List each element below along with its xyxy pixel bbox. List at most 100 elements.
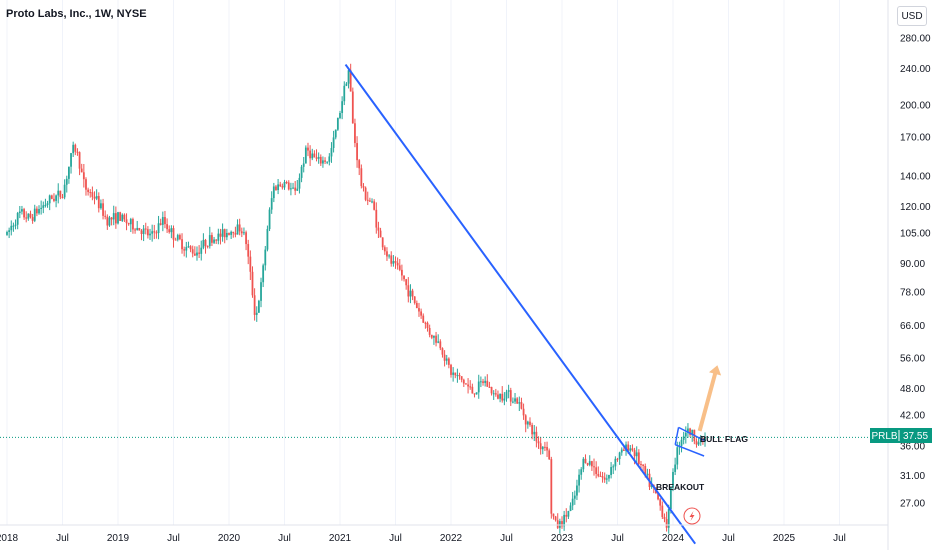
candle <box>452 367 455 382</box>
candle <box>294 181 297 196</box>
candle <box>14 219 17 230</box>
candle <box>230 230 233 239</box>
y-tick-label: 66.00 <box>900 321 925 332</box>
candle <box>202 233 205 250</box>
candle <box>102 198 104 220</box>
candle <box>249 250 252 281</box>
candle <box>477 374 480 399</box>
candle <box>80 163 83 173</box>
candle <box>612 464 615 475</box>
y-tick-label: 240.00 <box>900 64 931 75</box>
candle <box>454 372 457 379</box>
candle <box>138 227 141 231</box>
candle <box>200 240 203 261</box>
candle <box>319 154 322 166</box>
candle <box>183 246 186 257</box>
candle <box>65 175 68 193</box>
y-tick-label: 78.00 <box>900 288 925 299</box>
x-tick-label: 2018 <box>0 533 19 544</box>
currency-button[interactable]: USD <box>897 6 927 26</box>
candle <box>605 474 608 485</box>
candle <box>509 387 512 406</box>
candle <box>53 193 55 203</box>
flag-lower-line <box>674 444 705 457</box>
candle <box>526 420 529 429</box>
candle <box>18 206 21 219</box>
candle <box>35 206 38 217</box>
projection-arrow <box>697 365 722 432</box>
candle <box>682 431 685 445</box>
x-tick-label: Jul <box>56 533 69 544</box>
candle <box>232 231 235 238</box>
x-tick-label: Jul <box>389 533 402 544</box>
x-tick-label: Jul <box>278 533 291 544</box>
candle <box>46 200 49 208</box>
candle <box>535 426 538 448</box>
candle <box>23 207 25 220</box>
candle <box>245 230 247 251</box>
candle <box>371 198 373 204</box>
candle <box>285 180 288 185</box>
candle <box>95 189 98 201</box>
y-tick-label: 27.00 <box>900 499 925 510</box>
price-tag-symbol-bg <box>870 428 899 443</box>
candle <box>228 232 230 236</box>
candle <box>127 222 130 226</box>
candle <box>300 164 303 183</box>
candle <box>12 222 15 232</box>
candle <box>112 205 115 226</box>
candle <box>91 186 94 201</box>
lightning-icon[interactable] <box>683 507 701 525</box>
candle <box>403 275 405 282</box>
candle <box>364 186 367 202</box>
candle <box>33 204 36 223</box>
candle <box>217 228 220 245</box>
y-tick-label: 170.00 <box>900 133 931 144</box>
candle <box>29 210 32 219</box>
candle <box>208 226 211 249</box>
candle <box>473 393 476 398</box>
candle <box>132 217 134 234</box>
bull-flag-label: BULL FLAG <box>700 434 748 444</box>
candle <box>172 225 175 248</box>
candle <box>518 396 521 412</box>
price-axis[interactable]: 280.00 240.00 200.00 170.00 140.00 120.00 105.… <box>887 0 931 550</box>
candle <box>307 142 309 157</box>
candle <box>351 87 354 124</box>
candle <box>238 218 241 236</box>
candle <box>349 63 352 92</box>
candle <box>588 455 591 467</box>
candle <box>240 227 243 238</box>
candle <box>465 382 467 385</box>
candle <box>426 321 429 332</box>
candle <box>170 225 173 239</box>
candle <box>100 199 102 210</box>
candle <box>164 210 166 229</box>
x-tick-label: Jul <box>722 533 735 544</box>
candle <box>608 474 610 482</box>
candle <box>469 380 472 390</box>
candle <box>497 390 499 400</box>
time-axis[interactable]: 2018 Jul 2019 Jul 2020 Jul 2021 Jul 2022 Jul 2023 J… <box>0 524 888 544</box>
candle <box>93 191 96 205</box>
candle <box>198 245 201 259</box>
y-tick-label: 36.00 <box>900 441 925 452</box>
candle <box>580 467 583 480</box>
candle <box>499 393 501 403</box>
candle <box>558 518 561 534</box>
candle <box>377 221 380 238</box>
x-tick-label: 2020 <box>218 533 241 544</box>
y-tick-label: 120.00 <box>900 202 931 213</box>
candle <box>614 456 617 471</box>
candle <box>443 350 446 367</box>
candle <box>462 378 465 387</box>
candle <box>492 390 495 400</box>
candle <box>569 502 572 512</box>
candle <box>420 308 423 319</box>
drawings <box>0 63 888 545</box>
candle <box>55 194 57 208</box>
x-tick-label: Jul <box>167 533 180 544</box>
candle <box>637 449 640 466</box>
candle <box>571 491 574 511</box>
